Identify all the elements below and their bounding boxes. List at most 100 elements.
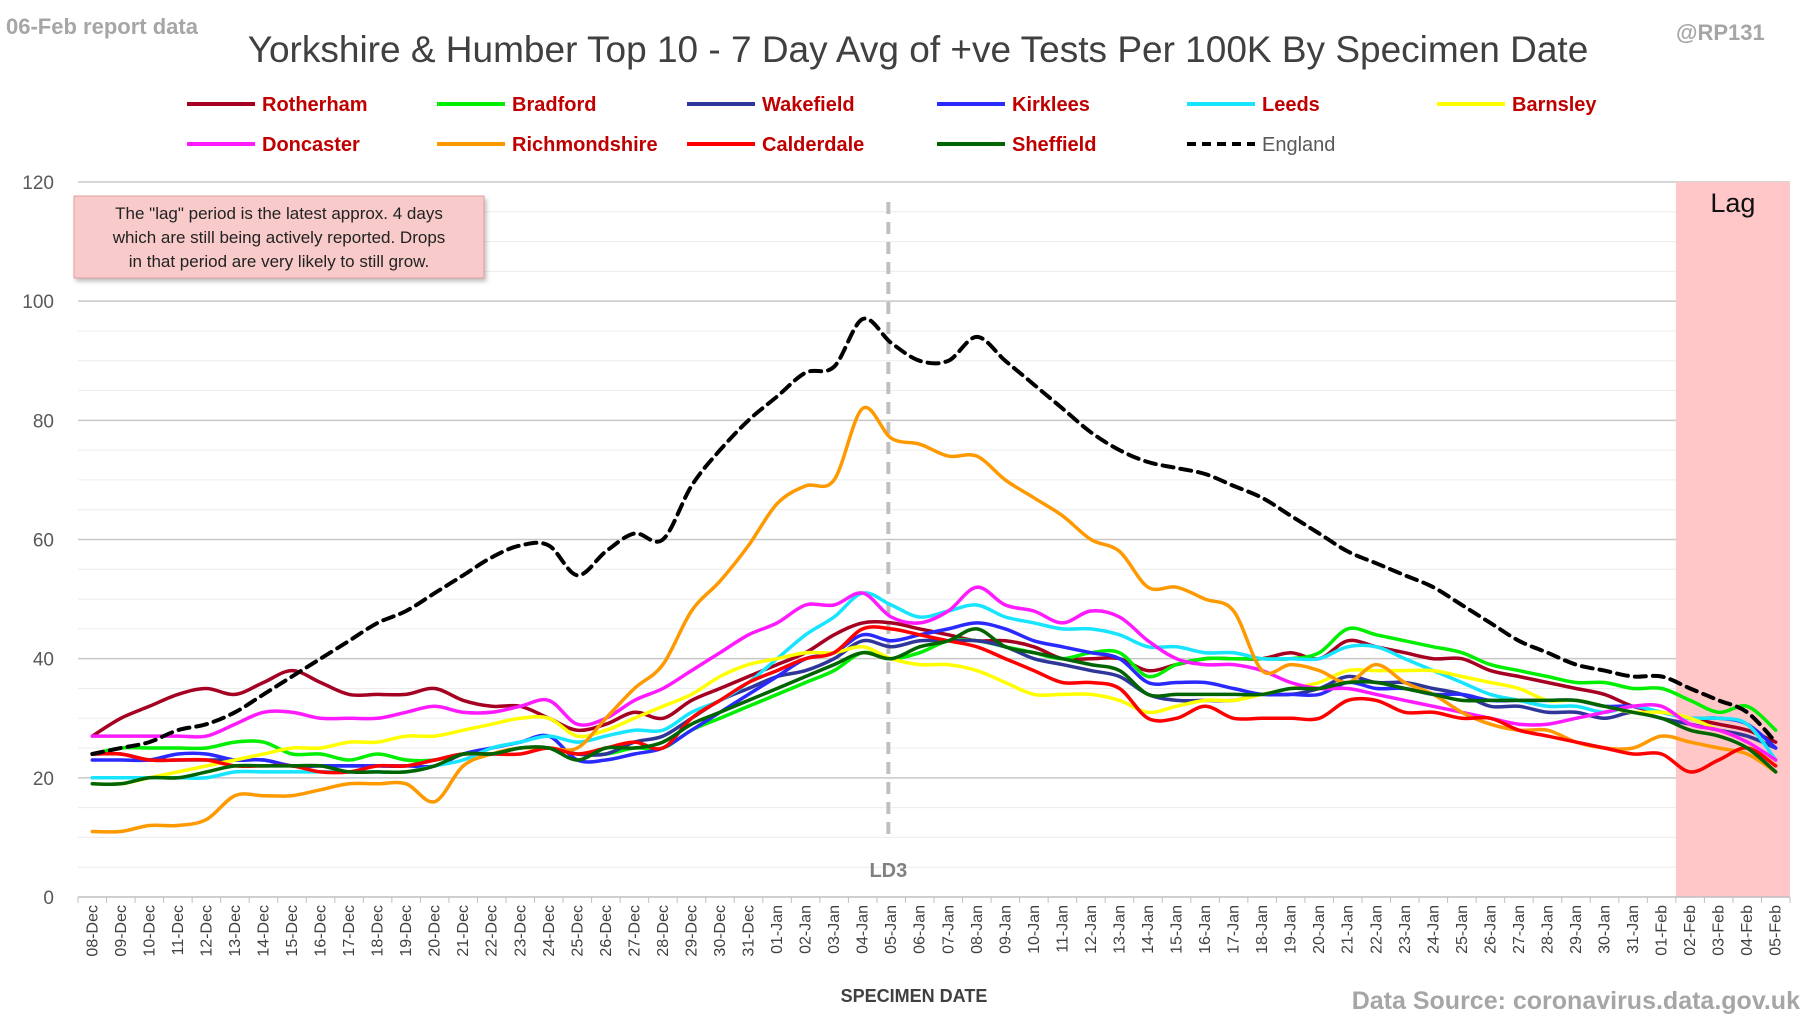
x-tick-label: 15-Dec <box>284 905 301 957</box>
x-tick-label: 24-Dec <box>541 905 558 957</box>
y-tick-label: 80 <box>33 411 54 432</box>
x-tick-label: 18-Jan <box>1254 905 1271 954</box>
legend-item-kirklees: Kirklees <box>937 94 1090 116</box>
x-tick-label: 16-Jan <box>1197 905 1214 954</box>
x-tick-label: 23-Jan <box>1397 905 1414 954</box>
x-tick-label: 29-Jan <box>1568 905 1585 954</box>
x-tick-label: 25-Dec <box>569 905 586 957</box>
lag-note-box: The "lag" period is the latest approx. 4… <box>73 195 485 279</box>
author-handle: @RP131 <box>1676 20 1765 45</box>
x-tick-label: 26-Dec <box>598 905 615 957</box>
x-tick-label: 29-Dec <box>683 905 700 957</box>
x-tick-label: 03-Jan <box>826 905 843 954</box>
legend-label: Bradford <box>512 94 596 116</box>
data-source: Data Source: coronavirus.data.gov.uk <box>1352 987 1800 1015</box>
lag-note-line-3: in that period are very likely to still … <box>129 252 429 271</box>
x-tick-label: 02-Feb <box>1682 905 1699 956</box>
series-lines <box>90 316 1778 834</box>
y-tick-label: 120 <box>22 173 54 194</box>
x-tick-label: 03-Feb <box>1711 905 1728 956</box>
chart-title: Yorkshire & Humber Top 10 - 7 Day Avg of… <box>248 29 1589 70</box>
x-axis-title: SPECIMEN DATE <box>841 986 988 1006</box>
legend-item-doncaster: Doncaster <box>187 134 360 156</box>
x-tick-label: 19-Dec <box>398 905 415 957</box>
x-tick-label: 22-Jan <box>1368 905 1385 954</box>
x-tick-label: 13-Dec <box>227 905 244 957</box>
legend: Rotherham Bradford Wakefield Kirklees Leeds B… <box>187 94 1597 156</box>
x-tick-label: 12-Dec <box>198 905 215 957</box>
x-tick-label: 15-Jan <box>1169 905 1186 954</box>
x-tick-label: 12-Jan <box>1083 905 1100 954</box>
x-tick-label: 22-Dec <box>484 905 501 957</box>
x-tick-label: 17-Jan <box>1226 905 1243 954</box>
legend-item-richmondshire: Richmondshire <box>437 134 658 156</box>
series-line-sheffield <box>90 627 1778 786</box>
legend-label: Sheffield <box>1012 134 1096 156</box>
lag-label: Lag <box>1710 188 1755 218</box>
lockdown-label: LD3 <box>869 860 907 882</box>
report-date-label: 06-Feb report data <box>6 14 199 39</box>
lag-note-line-2: which are still being actively reported.… <box>112 228 446 247</box>
x-tick-label: 26-Jan <box>1482 905 1499 954</box>
y-axis: 0 20 40 60 80 100 120 <box>22 173 54 909</box>
x-tick-label: 18-Dec <box>370 905 387 957</box>
x-tick-label: 28-Dec <box>655 905 672 957</box>
x-tick-label: 31-Jan <box>1625 905 1642 954</box>
legend-label: Kirklees <box>1012 94 1090 116</box>
y-tick-label: 40 <box>33 650 54 671</box>
x-axis: 08-Dec 09-Dec 10-Dec 11-Dec 12-Dec 13-Dec 14-D… <box>77 897 1791 957</box>
x-tick-label: 30-Jan <box>1597 905 1614 954</box>
x-tick-label: 27-Jan <box>1511 905 1528 954</box>
x-tick-label: 14-Dec <box>255 905 272 957</box>
series-line-bradford <box>90 626 1778 763</box>
x-tick-label: 04-Feb <box>1739 905 1756 956</box>
x-tick-label: 27-Dec <box>626 905 643 957</box>
x-tick-label: 30-Dec <box>712 905 729 957</box>
x-tick-label: 06-Jan <box>912 905 929 954</box>
x-tick-label: 28-Jan <box>1539 905 1556 954</box>
x-tick-label: 20-Dec <box>427 905 444 957</box>
legend-item-wakefield: Wakefield <box>687 94 855 116</box>
x-tick-label: 01-Jan <box>769 905 786 954</box>
x-tick-label: 13-Jan <box>1111 905 1128 954</box>
legend-label: Doncaster <box>262 134 360 156</box>
x-tick-label: 23-Dec <box>512 905 529 957</box>
x-tick-label: 21-Dec <box>455 905 472 957</box>
x-tick-label: 14-Jan <box>1140 905 1157 954</box>
x-tick-label: 04-Jan <box>855 905 872 954</box>
x-tick-label: 07-Jan <box>940 905 957 954</box>
x-tick-label: 10-Dec <box>141 905 158 957</box>
x-tick-label: 16-Dec <box>313 905 330 957</box>
legend-item-england: England <box>1187 134 1335 156</box>
x-tick-label: 25-Jan <box>1454 905 1471 954</box>
legend-item-bradford: Bradford <box>437 94 596 116</box>
x-tick-label: 05-Feb <box>1768 905 1785 956</box>
x-tick-label: 05-Jan <box>883 905 900 954</box>
legend-label: Barnsley <box>1512 94 1597 116</box>
gridlines <box>78 181 1790 868</box>
series-line-calderdale <box>90 625 1778 775</box>
x-tick-label: 11-Jan <box>1054 905 1071 953</box>
series-line-england <box>90 316 1778 756</box>
x-tick-label: 11-Dec <box>170 905 187 955</box>
legend-item-leeds: Leeds <box>1187 94 1320 116</box>
series-line-doncaster <box>90 585 1778 762</box>
x-tick-label: 10-Jan <box>1026 905 1043 954</box>
x-tick-label: 17-Dec <box>341 905 358 957</box>
x-tick-label: 21-Jan <box>1340 905 1357 954</box>
x-tick-label: 08-Dec <box>84 905 101 957</box>
legend-label: Rotherham <box>262 94 368 116</box>
x-tick-label: 31-Dec <box>741 905 758 957</box>
x-tick-label: 08-Jan <box>969 905 986 954</box>
legend-item-calderdale: Calderdale <box>687 134 864 156</box>
legend-item-rotherham: Rotherham <box>187 94 368 116</box>
x-tick-label: 01-Feb <box>1654 905 1671 956</box>
y-tick-label: 0 <box>43 888 54 909</box>
legend-label: Wakefield <box>762 94 855 116</box>
legend-label: Calderdale <box>762 134 864 156</box>
y-tick-label: 100 <box>22 292 54 313</box>
x-tick-label: 02-Jan <box>798 905 815 954</box>
series-line-richmondshire <box>90 405 1778 834</box>
legend-label: England <box>1262 134 1335 156</box>
